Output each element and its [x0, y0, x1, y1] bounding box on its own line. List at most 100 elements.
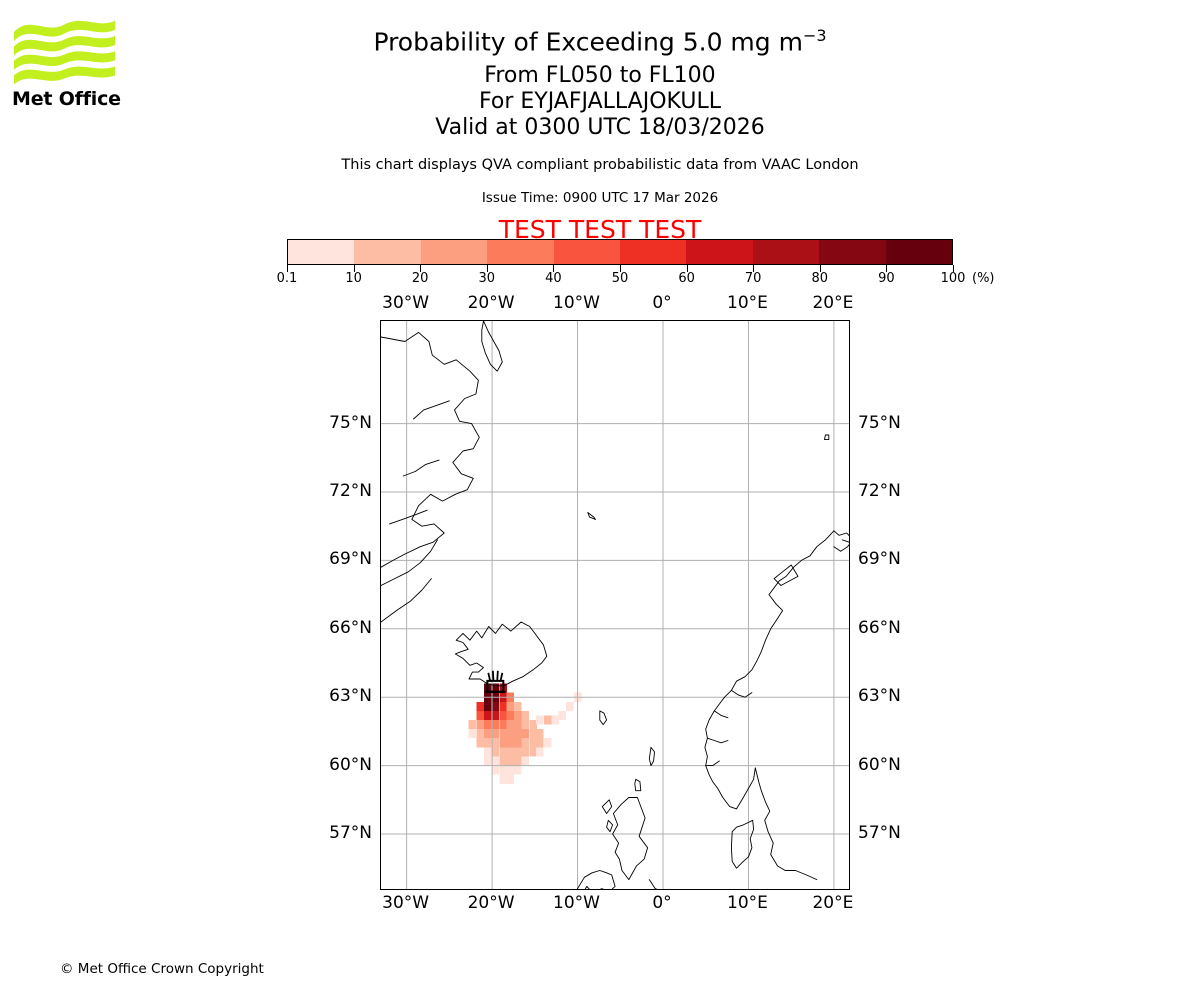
colorbar-tick-label-2: 20 [411, 271, 429, 286]
flight-level-line: From FL050 to FL100 [484, 63, 716, 88]
ash-cell [558, 710, 566, 720]
logo-wave-2 [14, 36, 115, 56]
ash-cell [529, 747, 537, 757]
met-office-logo-text: Met Office [12, 88, 121, 110]
coastline-shetland [648, 746, 655, 767]
issue-time: Issue Time: 0900 UTC 17 Mar 2026 [481, 190, 719, 206]
ash-cell [468, 729, 477, 739]
ash-cell [543, 715, 552, 725]
ash-cell [491, 701, 500, 711]
colorbar-tick-7 [753, 265, 755, 272]
ash-cell [506, 765, 514, 775]
colorbar-band-7 [752, 240, 820, 264]
coastline-greenland-coast-low [381, 578, 432, 623]
colorbar-unit: (%) [972, 271, 995, 286]
ash-cell [484, 720, 492, 730]
ash-cell [499, 729, 507, 739]
ash-cell [543, 738, 552, 748]
colorbar-tick-9 [886, 265, 888, 272]
copyright-notice: © Met Office Crown Copyright [60, 961, 264, 977]
logo-wave-1 [14, 20, 115, 41]
ash-cell [506, 756, 514, 766]
ash-cell [506, 747, 514, 757]
lon-label-top-3: 0° [652, 293, 672, 313]
ash-cell [484, 729, 492, 739]
lon-label-top-4: 10°E [727, 293, 768, 313]
colorbar-tick-5 [620, 265, 621, 272]
ash-cell [491, 729, 500, 739]
lat-label-right-3: 66°N [858, 617, 901, 638]
coastline-svalbard-w [481, 321, 503, 372]
coastline-denmark [730, 819, 755, 869]
lon-label-bottom-5: 20°E [812, 893, 854, 913]
colorbar-tick-label-4: 40 [545, 271, 562, 286]
ash-cell [484, 701, 492, 711]
ash-cell [499, 701, 507, 711]
colorbar [287, 239, 953, 265]
qva-note: This chart displays QVA compliant probab… [341, 157, 859, 173]
coastline-north-baltic [784, 870, 818, 881]
lon-label-top-0: 30°W [382, 293, 430, 313]
colorbar-tick-label-3: 30 [478, 271, 496, 286]
ash-cell [513, 738, 522, 748]
ash-cell [506, 738, 514, 748]
ash-cell [476, 738, 484, 748]
colorbar-band-8 [819, 240, 886, 264]
colorbar-band-9 [885, 240, 953, 264]
lon-label-bottom-0: 30°W [382, 893, 430, 913]
coastline-lofoten [773, 564, 799, 586]
coastline-greenland-south [381, 539, 438, 586]
coastline-greenland-fjord-b [402, 459, 440, 477]
ash-cell [529, 720, 537, 730]
coastline-norway-fjord-4 [705, 760, 720, 767]
ash-cell [476, 729, 484, 739]
ash-cell [529, 738, 537, 748]
coastline-faroe [599, 710, 608, 726]
coastlines [381, 321, 849, 889]
ash-cell [506, 729, 514, 739]
ash-cell [521, 756, 530, 766]
map-panel[interactable] [380, 320, 850, 890]
colorbar-tick-label-1: 10 [345, 271, 362, 286]
coastline-scotland [612, 797, 649, 881]
ash-cell [499, 747, 507, 757]
colorbar-ticks [287, 265, 954, 273]
colorbar-tick-label-7: 70 [744, 271, 762, 286]
coastline-orkney [634, 778, 642, 792]
coastline-bear-island [824, 434, 830, 441]
volcano-marker-icon [485, 670, 506, 694]
lat-label-right-1: 72°N [858, 481, 901, 501]
met-office-logo [12, 18, 117, 113]
lat-label-right-4: 63°N [858, 686, 901, 707]
lon-label-top-5: 20°E [812, 293, 854, 313]
map-gridlines [381, 321, 849, 889]
ash-cell [484, 710, 492, 720]
coastline-jan-mayen [587, 512, 596, 520]
colorbar-tick-3 [486, 265, 488, 272]
lat-label-left-5: 60°N [329, 754, 372, 775]
ash-cell [506, 710, 514, 720]
ash-cell [491, 747, 500, 757]
volcano-line: For EYJAFJALLAJOKULL [479, 89, 721, 114]
page-title-text: Probability of Exceeding 5.0 mg m [373, 27, 803, 57]
ash-cell [551, 715, 560, 725]
colorbar-tick-label-6: 60 [678, 271, 695, 286]
colorbar-band-6 [686, 240, 753, 264]
colorbar-band-1 [354, 240, 421, 264]
ash-cell [513, 747, 522, 757]
ash-cell [484, 756, 492, 766]
lat-label-right-2: 69°N [858, 549, 901, 570]
ash-cell [536, 738, 544, 748]
lat-label-left-3: 66°N [329, 617, 372, 638]
met-office-wave-mark [14, 20, 115, 85]
ash-cell [513, 720, 522, 730]
coastline-ireland [577, 870, 616, 889]
coastline-finland-n [833, 544, 849, 552]
coastline-norway-fjord-1 [730, 689, 753, 698]
logo-wave-4 [14, 66, 115, 85]
colorbar-tick-0 [287, 265, 288, 272]
ash-cell [468, 720, 477, 730]
lat-label-left-6: 57°N [329, 823, 372, 843]
colorbar-tick-label-9: 90 [878, 271, 895, 286]
